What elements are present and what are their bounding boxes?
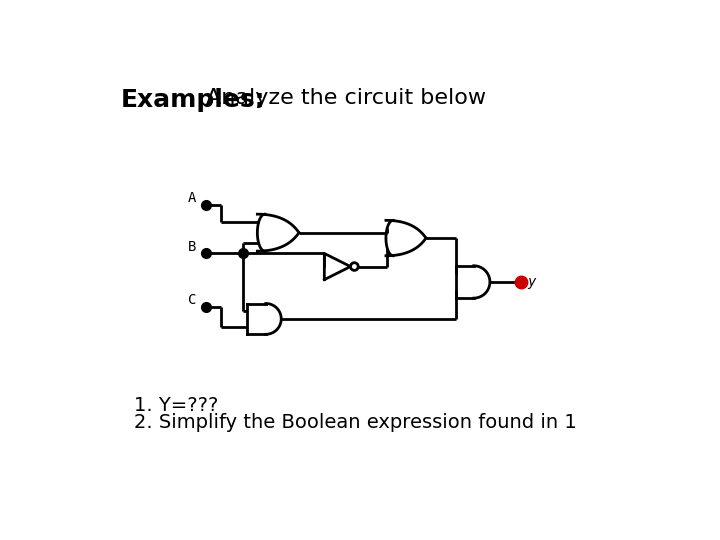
Text: y: y: [528, 275, 536, 289]
Text: A: A: [188, 191, 197, 205]
Text: 1. Y=???: 1. Y=???: [134, 396, 219, 415]
Text: C: C: [188, 294, 197, 307]
Text: B: B: [188, 240, 197, 254]
Text: Analyze the circuit below: Analyze the circuit below: [206, 88, 486, 108]
Text: Examples:: Examples:: [121, 88, 266, 112]
Text: 2. Simplify the Boolean expression found in 1: 2. Simplify the Boolean expression found…: [134, 413, 577, 432]
Circle shape: [351, 262, 359, 271]
